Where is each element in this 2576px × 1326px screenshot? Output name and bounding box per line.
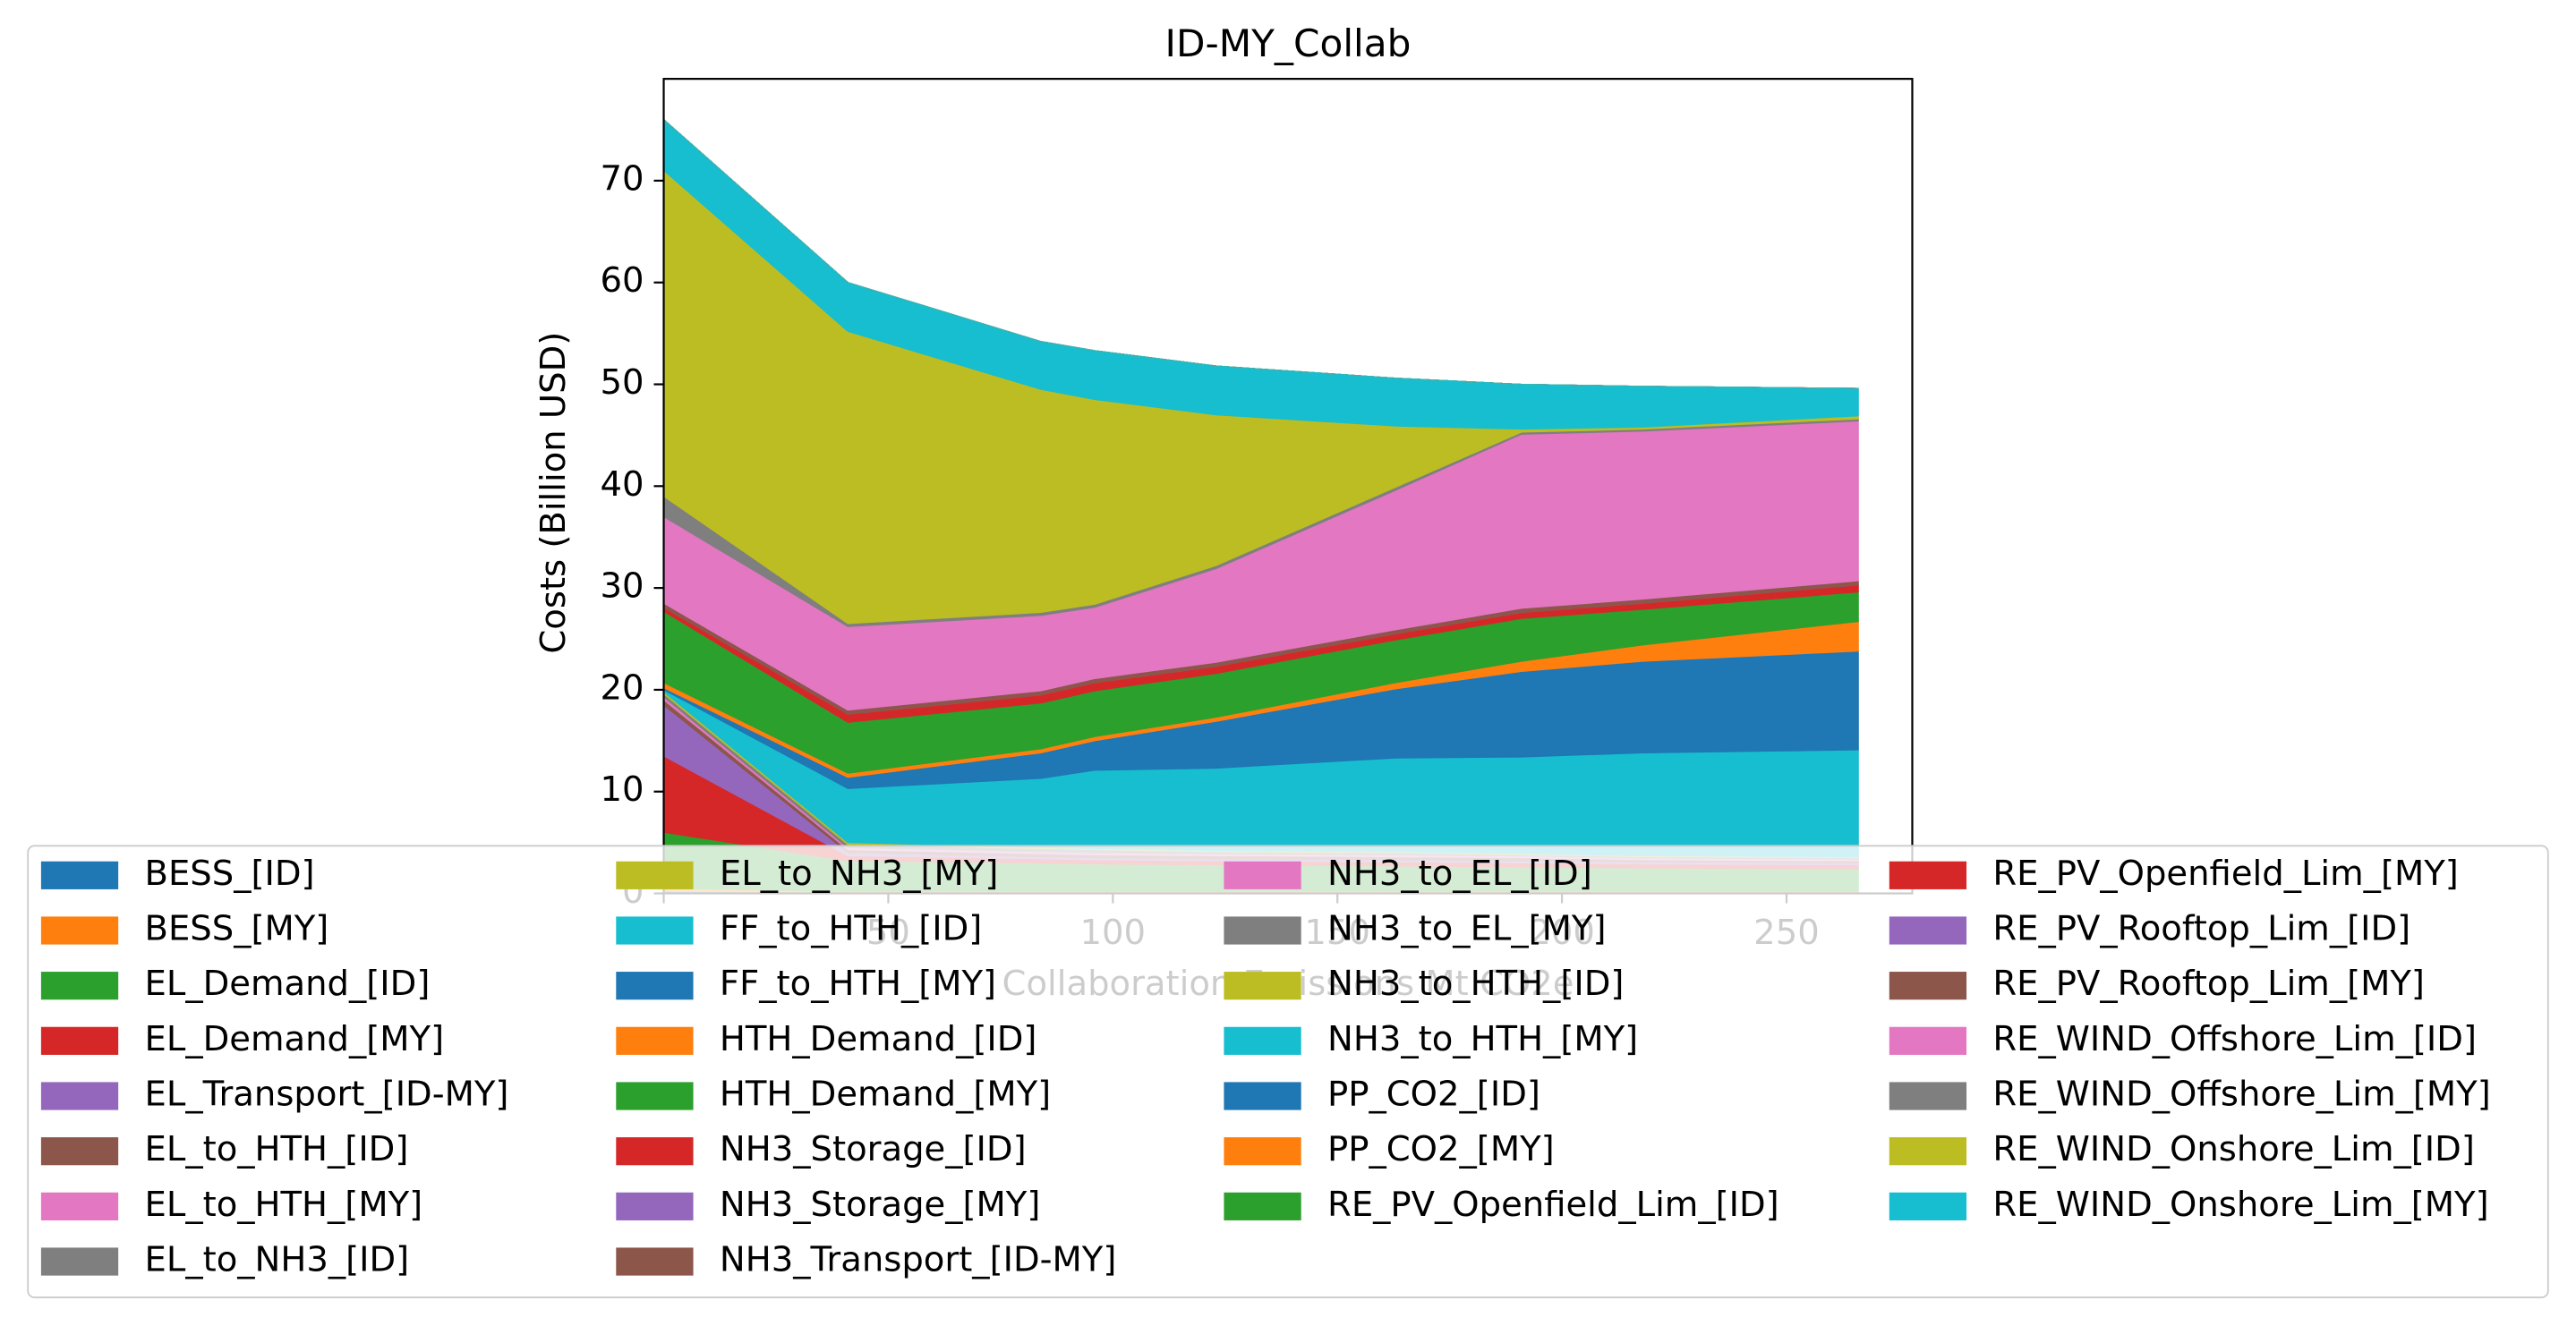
legend-swatch [1224, 1026, 1301, 1055]
y-tick-label: 10 [600, 769, 644, 810]
legend-swatch [1889, 1137, 1967, 1166]
y-tick-label: 30 [600, 566, 644, 607]
legend-swatch [616, 1026, 694, 1055]
legend-label: PP_CO2_[ID] [1327, 1075, 1540, 1115]
legend-box [27, 845, 2549, 1298]
legend-swatch [40, 861, 119, 889]
legend-label: RE_PV_Rooftop_Lim_[MY] [1992, 964, 2425, 1004]
legend-swatch [616, 861, 694, 889]
legend-label: EL_Demand_[MY] [145, 1019, 445, 1059]
y-axis-label: Costs (Billion USD) [533, 332, 574, 654]
legend-swatch [1889, 916, 1967, 945]
legend-label: RE_WIND_Onshore_Lim_[MY] [1992, 1185, 2488, 1225]
y-tick-label: 70 [600, 158, 644, 199]
legend-swatch [40, 1026, 119, 1055]
legend-label: EL_Transport_[ID-MY] [145, 1075, 509, 1115]
legend-label: RE_WIND_Offshore_Lim_[MY] [1992, 1075, 2490, 1115]
areas [662, 118, 1859, 895]
legend-swatch [1889, 1026, 1967, 1055]
y-tick-label: 60 [600, 260, 644, 301]
legend-label: RE_WIND_Onshore_Lim_[ID] [1992, 1129, 2474, 1169]
legend-label: NH3_to_EL_[ID] [1327, 854, 1592, 894]
legend-label: NH3_Storage_[MY] [720, 1185, 1040, 1225]
y-tick-label: 20 [600, 667, 644, 708]
legend-label: HTH_Demand_[MY] [720, 1075, 1051, 1115]
legend-swatch [1224, 1192, 1301, 1220]
legend-swatch [40, 1192, 119, 1220]
legend-swatch [1889, 1082, 1967, 1110]
legend-swatch [40, 1247, 119, 1276]
y-tick-label: 40 [600, 464, 644, 505]
legend-swatch [616, 972, 694, 1000]
legend-label: EL_Demand_[ID] [145, 964, 431, 1004]
legend-swatch [616, 1192, 694, 1220]
legend-swatch [1224, 1082, 1301, 1110]
legend-label: NH3_to_EL_[MY] [1327, 908, 1606, 948]
legend-swatch [1889, 1192, 1967, 1220]
legend-label: RE_WIND_Offshore_Lim_[ID] [1992, 1019, 2477, 1059]
legend-label: NH3_Storage_[ID] [720, 1129, 1027, 1169]
legend-swatch [1889, 972, 1967, 1000]
legend-swatch [40, 1082, 119, 1110]
legend-swatch [40, 916, 119, 945]
legend-swatch [1889, 861, 1967, 889]
legend-label: EL_to_HTH_[ID] [145, 1129, 409, 1169]
chart-title: ID-MY_Collab [1165, 21, 1412, 65]
legend-swatch [616, 1082, 694, 1110]
legend-swatch [1224, 916, 1301, 945]
legend-label: RE_PV_Openfield_Lim_[MY] [1992, 854, 2458, 894]
area [663, 119, 1859, 389]
legend-label: PP_CO2_[MY] [1327, 1129, 1555, 1169]
legend-label: FF_to_HTH_[ID] [720, 908, 982, 948]
legend-swatch [616, 916, 694, 945]
legend-label: FF_to_HTH_[MY] [720, 964, 996, 1004]
legend-label: BESS_[ID] [145, 854, 315, 894]
y-tick-label: 50 [600, 362, 644, 403]
legend-label: RE_PV_Rooftop_Lim_[ID] [1992, 908, 2410, 948]
legend-swatch [616, 1137, 694, 1166]
legend: BESS_[ID] BESS_[MY] EL_Demand_[ID] EL_Deman… [27, 845, 2549, 1298]
legend-label: NH3_to_HTH_[MY] [1327, 1019, 1638, 1059]
legend-swatch [1224, 972, 1301, 1000]
legend-label: HTH_Demand_[ID] [720, 1019, 1037, 1059]
legend-label: EL_to_NH3_[ID] [145, 1240, 410, 1280]
legend-label: NH3_Transport_[ID-MY] [720, 1240, 1116, 1280]
legend-label: EL_to_HTH_[MY] [145, 1185, 423, 1225]
legend-label: BESS_[MY] [145, 908, 329, 948]
legend-swatch [40, 1137, 119, 1166]
legend-swatch [40, 972, 119, 1000]
legend-label: NH3_to_HTH_[ID] [1327, 964, 1624, 1004]
legend-swatch [616, 1247, 694, 1276]
legend-label: RE_PV_Openfield_Lim_[ID] [1327, 1185, 1779, 1225]
legend-label: EL_to_NH3_[MY] [720, 854, 998, 894]
legend-swatch [1224, 861, 1301, 889]
legend-swatch [1224, 1137, 1301, 1166]
